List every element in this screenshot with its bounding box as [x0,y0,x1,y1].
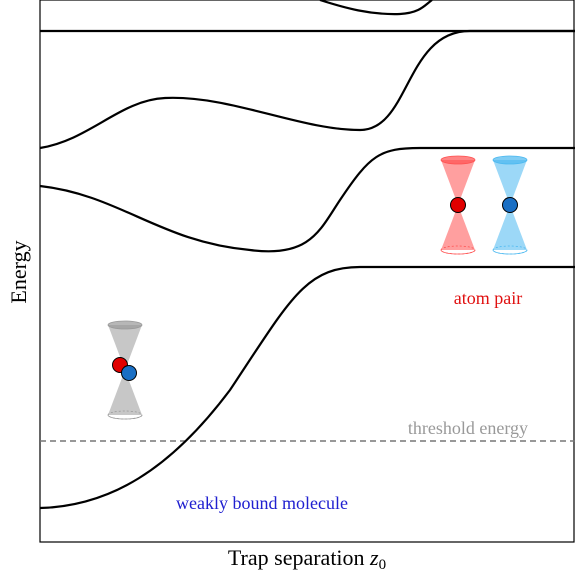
threshold-label: threshold energy [408,418,528,438]
energy-curve [320,0,432,14]
energy-curve [40,31,575,148]
atom-pair-label: atom pair [454,288,522,308]
x-axis-symbol: z [369,545,379,570]
atom-blue [122,366,137,381]
y-axis-label: Energy [6,240,31,303]
x-axis-label: Trap separation z0 [228,545,386,573]
plot-frame [40,0,574,542]
x-axis-text: Trap separation [228,545,365,570]
molecule-label: weakly bound molecule [176,493,348,513]
atom-red [451,198,466,213]
diagram: threshold energy atom pair weakly bound … [0,0,575,577]
x-axis-subscript: 0 [379,557,387,573]
atom-blue [503,198,518,213]
